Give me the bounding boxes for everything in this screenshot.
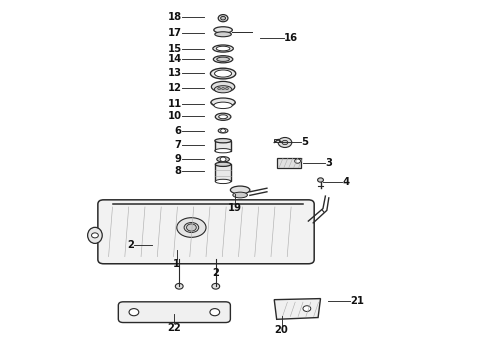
Ellipse shape <box>214 86 232 93</box>
Ellipse shape <box>214 27 232 33</box>
PathPatch shape <box>274 298 320 319</box>
Ellipse shape <box>213 56 233 63</box>
Ellipse shape <box>230 186 250 194</box>
FancyBboxPatch shape <box>118 302 230 323</box>
Circle shape <box>221 87 224 90</box>
Text: 2: 2 <box>127 240 134 250</box>
Ellipse shape <box>215 139 231 143</box>
Text: 12: 12 <box>168 83 182 93</box>
Circle shape <box>278 138 292 148</box>
Ellipse shape <box>211 98 235 107</box>
Ellipse shape <box>215 149 231 153</box>
Text: 18: 18 <box>168 13 182 22</box>
Circle shape <box>220 129 225 132</box>
Ellipse shape <box>215 70 232 77</box>
Circle shape <box>220 17 225 20</box>
Ellipse shape <box>177 218 206 237</box>
Ellipse shape <box>215 179 231 184</box>
Text: 5: 5 <box>301 138 308 148</box>
Circle shape <box>218 15 228 22</box>
Text: 14: 14 <box>168 54 182 64</box>
Ellipse shape <box>213 45 233 52</box>
Circle shape <box>218 87 220 90</box>
Text: 1: 1 <box>173 259 180 269</box>
Text: 2: 2 <box>212 267 219 278</box>
Circle shape <box>210 309 220 316</box>
Ellipse shape <box>217 57 229 62</box>
Circle shape <box>294 159 300 163</box>
Text: 13: 13 <box>168 68 182 78</box>
Ellipse shape <box>210 68 236 79</box>
Text: 19: 19 <box>228 203 242 213</box>
Text: 9: 9 <box>175 154 182 164</box>
Text: 6: 6 <box>174 126 182 136</box>
Text: 11: 11 <box>168 99 182 109</box>
Bar <box>215 141 231 151</box>
Ellipse shape <box>218 129 228 133</box>
Ellipse shape <box>216 46 230 51</box>
Text: 8: 8 <box>174 166 182 176</box>
Circle shape <box>187 224 196 231</box>
Text: 7: 7 <box>175 140 182 150</box>
Text: 4: 4 <box>343 177 349 187</box>
FancyBboxPatch shape <box>98 200 314 264</box>
Ellipse shape <box>233 192 247 198</box>
Circle shape <box>129 309 139 316</box>
Text: 17: 17 <box>168 28 182 38</box>
Ellipse shape <box>215 162 231 166</box>
Ellipse shape <box>215 113 231 120</box>
Ellipse shape <box>214 102 232 109</box>
Bar <box>274 139 279 142</box>
Ellipse shape <box>184 222 199 233</box>
Circle shape <box>318 178 323 182</box>
Text: 21: 21 <box>350 296 364 306</box>
Ellipse shape <box>211 81 235 92</box>
Circle shape <box>225 87 228 90</box>
Ellipse shape <box>215 32 231 37</box>
Circle shape <box>212 283 220 289</box>
Text: 20: 20 <box>275 325 289 336</box>
Bar <box>277 158 301 168</box>
Text: 16: 16 <box>284 33 298 43</box>
Text: 22: 22 <box>168 323 181 333</box>
Circle shape <box>175 283 183 289</box>
Ellipse shape <box>217 157 229 162</box>
Circle shape <box>303 306 311 311</box>
Circle shape <box>220 157 226 161</box>
Text: 10: 10 <box>168 111 182 121</box>
Ellipse shape <box>88 227 102 243</box>
Circle shape <box>92 233 98 238</box>
Text: 3: 3 <box>325 158 332 168</box>
Ellipse shape <box>219 115 227 119</box>
Circle shape <box>282 140 288 145</box>
Bar <box>215 164 231 181</box>
Text: 15: 15 <box>168 44 182 54</box>
